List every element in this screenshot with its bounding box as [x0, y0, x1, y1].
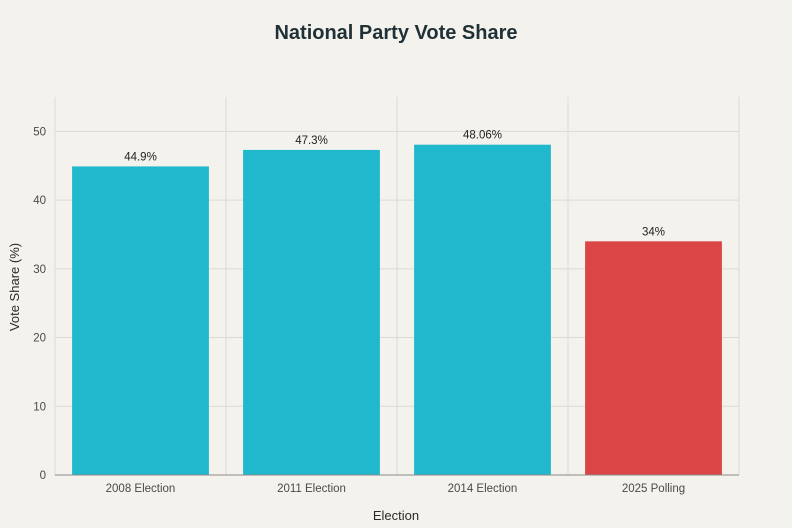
x-tick-label: 2011 Election [277, 483, 346, 495]
bar-2025-polling [585, 241, 722, 475]
x-tick-label: 2008 Election [106, 483, 176, 495]
y-axis-ticks: 0 10 20 30 40 50 [33, 126, 46, 482]
y-tick-label: 30 [33, 264, 46, 276]
x-axis-ticks: 2008 Election 2011 Election 2014 Election 2… [106, 483, 686, 495]
y-tick-label: 50 [33, 126, 46, 138]
y-tick-label: 40 [33, 195, 46, 207]
y-tick-label: 0 [40, 470, 46, 482]
x-tick-label: 2014 Election [448, 483, 518, 495]
bar-2011-election [243, 149, 380, 476]
bar-2014-election [414, 144, 551, 476]
data-label: 44.9% [124, 151, 157, 163]
chart-title: National Party Vote Share [274, 22, 517, 44]
y-tick-label: 20 [33, 333, 46, 345]
x-tick-label: 2025 Polling [622, 483, 685, 495]
data-label: 34% [642, 226, 665, 238]
data-label: 47.3% [295, 135, 328, 147]
data-label: 48.06% [463, 130, 502, 142]
data-labels: 44.9% 47.3% 48.06% 34% [124, 130, 665, 239]
bars [72, 144, 722, 476]
y-axis-title: Vote Share (%) [7, 243, 22, 331]
y-tick-label: 10 [33, 401, 46, 413]
x-axis-title: Election [373, 508, 419, 523]
bar-2008-election [72, 166, 209, 475]
